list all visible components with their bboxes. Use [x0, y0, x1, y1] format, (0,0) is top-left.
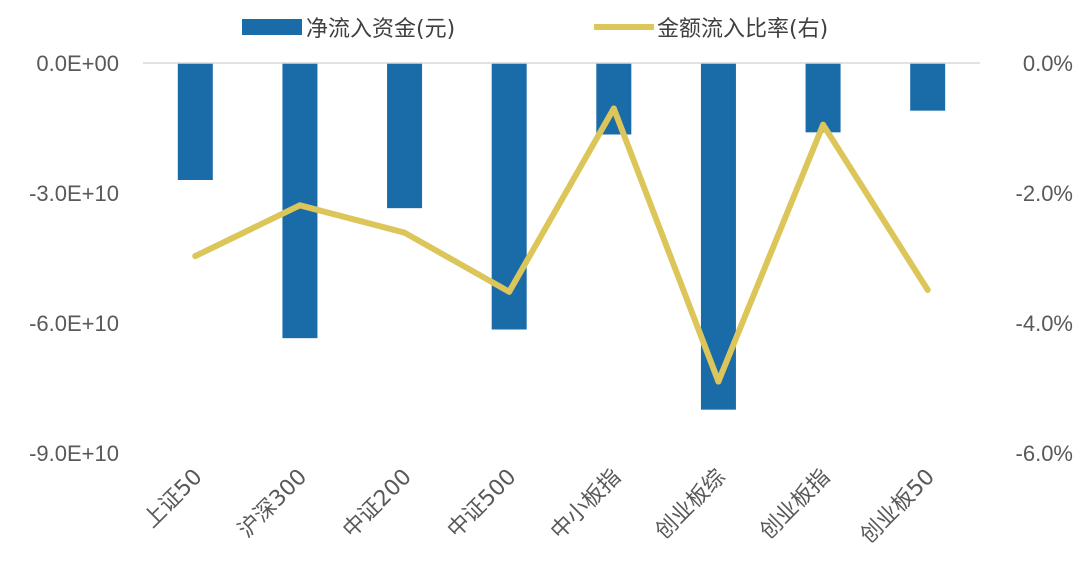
right-axis-tick-label: 0.0%: [1023, 51, 1073, 76]
ratio-point: [610, 105, 617, 112]
legend-label-net-inflow: 净流入资金(元): [306, 17, 455, 42]
left-axis-tick-label: -9.0E+10: [29, 441, 119, 466]
legend-label-inflow-ratio: 金额流入比率(右): [657, 17, 828, 42]
right-axis: 0.0% -2.0% -4.0% -6.0%: [1016, 51, 1073, 466]
ratio-point: [924, 286, 931, 293]
ratio-point: [820, 121, 827, 128]
bar: [387, 63, 423, 209]
ratio-point: [715, 378, 722, 385]
bar: [282, 63, 318, 339]
category-label: 中证500: [443, 465, 521, 543]
bar-series-net-inflow: [177, 63, 946, 410]
right-axis-tick-label: -6.0%: [1016, 441, 1073, 466]
ratio-point: [401, 229, 408, 236]
left-axis: 0.0E+00 -3.0E+10 -6.0E+10 -9.0E+10: [29, 51, 119, 466]
category-label: 沪深300: [234, 465, 312, 543]
left-axis-tick-label: 0.0E+00: [36, 51, 119, 76]
ratio-point: [192, 253, 199, 260]
category-label: 中小板指: [546, 465, 626, 545]
right-axis-tick-label: -4.0%: [1016, 311, 1073, 336]
category-label: 创业板指: [755, 465, 835, 545]
left-axis-tick-label: -6.0E+10: [29, 311, 119, 336]
bar: [910, 63, 946, 111]
category-label: 上证50: [139, 465, 208, 534]
right-axis-tick-label: -2.0%: [1016, 181, 1073, 206]
left-axis-tick-label: -3.0E+10: [29, 181, 119, 206]
category-label: 中证200: [338, 465, 416, 543]
bar: [596, 63, 632, 135]
category-label: 创业板综: [651, 465, 731, 545]
bar: [805, 63, 841, 133]
legend: 净流入资金(元) 金额流入比率(右): [242, 17, 828, 42]
ratio-point: [506, 288, 513, 295]
line-series-inflow-ratio: [192, 105, 931, 385]
ratio-line: [192, 105, 931, 385]
ratio-point: [296, 202, 303, 209]
category-axis: 上证50 沪深300 中证200 中证500 中小板指 创业板综 创业板指 创业板50: [139, 465, 940, 549]
bar: [177, 63, 213, 180]
legend-swatch-net-inflow: [242, 19, 302, 35]
category-label: 创业板50: [856, 465, 940, 549]
